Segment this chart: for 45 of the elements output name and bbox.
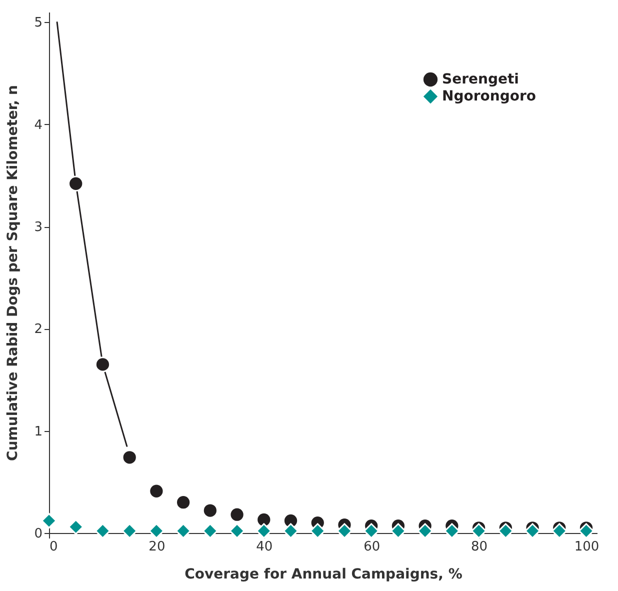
point [336,523,352,539]
point [202,523,218,539]
x-tick-label: 40 [256,540,273,554]
line-series [56,21,128,447]
y-tick-label: 1 [34,424,42,440]
point [256,523,272,539]
point [552,523,568,539]
point [229,506,245,522]
point [470,523,487,539]
point [175,523,192,539]
point [310,523,326,539]
point [444,523,460,539]
point [68,519,84,535]
y-axis-title: Cumulative Rabid Dogs per Square Kilometer, n [5,85,22,461]
x-tick-label: 60 [364,540,380,554]
point [498,523,514,539]
x-tick-label: 80 [471,540,488,554]
point [364,523,380,539]
point [94,523,111,539]
point [202,502,218,518]
point [122,523,138,539]
point [68,176,84,192]
y-tick-label: 5 [34,16,42,31]
point [282,523,299,539]
y-tick-label: 4 [34,118,42,133]
point [148,483,164,499]
legend-label: Ngorongoro [442,88,536,104]
x-tick-label: 0 [50,540,58,554]
y-tick-label: 0 [34,526,42,542]
point [578,523,594,539]
point [122,450,138,466]
y-tick-label: 3 [34,220,42,236]
legend-label: Serengeti [442,72,519,88]
point [41,512,57,529]
point [175,494,192,510]
point [524,523,540,539]
point [94,356,111,372]
point [417,523,433,539]
x-axis-title: Coverage for Annual Campaigns, % [184,566,462,582]
y-tick-label: 2 [34,322,42,338]
x-tick-label: 100 [574,540,600,554]
point [229,523,245,539]
point [390,523,406,539]
x-tick-label: 20 [148,540,166,554]
point [148,523,164,539]
